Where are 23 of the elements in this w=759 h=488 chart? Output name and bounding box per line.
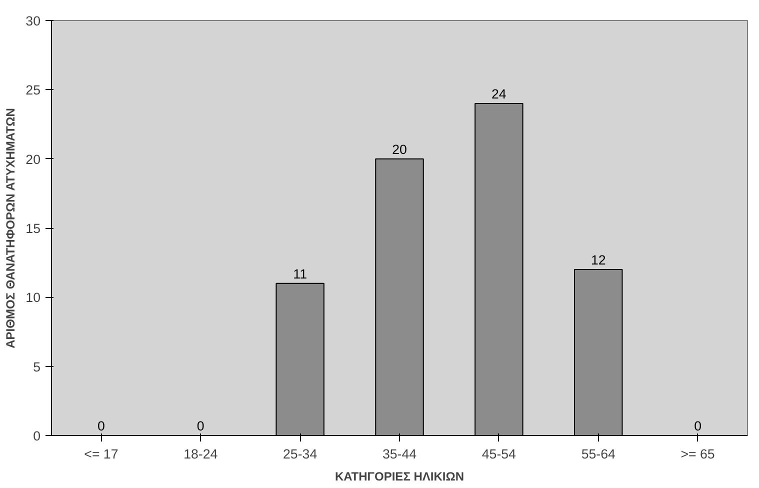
- x-tick-label: 35-44: [382, 446, 418, 462]
- x-tick-label: 25-34: [283, 446, 318, 462]
- data-label: 24: [492, 86, 507, 102]
- x-tick-label: 45-54: [482, 446, 517, 462]
- x-axis-title: ΚΑΤΗΓΟΡΙΕΣ ΗΛΙΚΙΩΝ: [334, 470, 464, 484]
- x-tick-label: <= 17: [84, 446, 118, 462]
- y-tick-label: 20: [26, 152, 41, 167]
- x-tick-label: 55-64: [581, 446, 616, 462]
- y-tick-label: 15: [26, 221, 41, 236]
- y-tick-label: 0: [33, 428, 41, 444]
- data-label: 11: [293, 266, 307, 282]
- data-label: 0: [196, 418, 204, 434]
- data-label: 0: [694, 418, 702, 434]
- y-tick-label: 30: [26, 14, 41, 28]
- y-tick-label: 5: [33, 359, 41, 374]
- data-label: 12: [590, 252, 606, 268]
- data-label: 20: [392, 142, 407, 157]
- y-tick-label: 10: [26, 290, 41, 306]
- x-tick-label: 18-24: [184, 446, 218, 462]
- y-axis-title: ΑΡΙΘΜΟΣ ΘΑΝΑΤΗΦΟΡΩΝ ΑΤΥΧΗΜΑΤΩΝ: [4, 108, 18, 348]
- x-tick-label: >= 65: [680, 446, 715, 462]
- data-label: 0: [98, 418, 105, 434]
- y-tick-label: 25: [26, 82, 41, 98]
